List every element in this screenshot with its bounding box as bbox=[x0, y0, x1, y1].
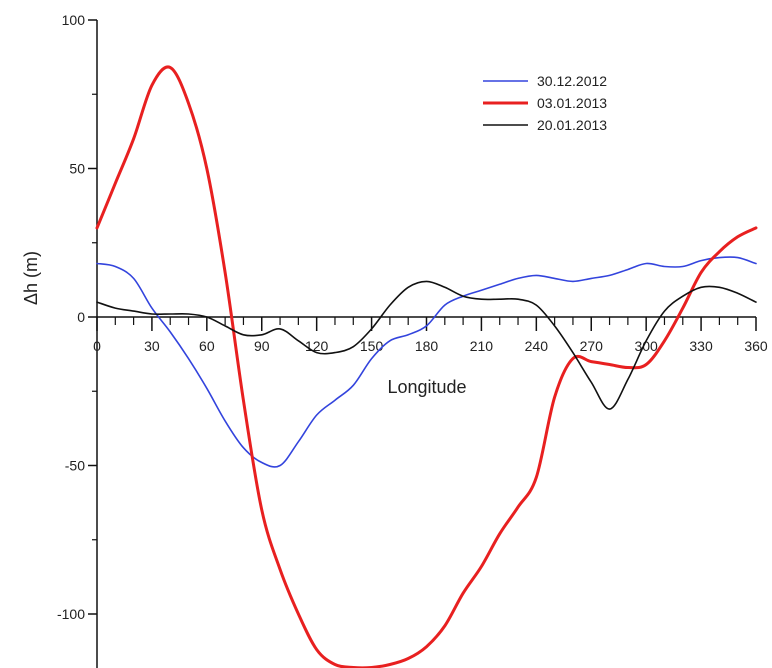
series-layer bbox=[95, 65, 758, 668]
x-tick-label: 270 bbox=[580, 338, 604, 354]
x-tick-label: 120 bbox=[305, 338, 329, 354]
x-tick-label: 360 bbox=[744, 338, 768, 354]
x-tick-label: 240 bbox=[525, 338, 549, 354]
legend-label-2: 03.01.2013 bbox=[537, 95, 607, 111]
x-tick-label: 30 bbox=[144, 338, 160, 354]
series-line-2 bbox=[95, 65, 758, 668]
legend: 30.12.2012 03.01.2013 20.01.2013 bbox=[483, 73, 607, 133]
y-tick-label: -100 bbox=[57, 606, 85, 622]
x-tick-label: 300 bbox=[634, 338, 658, 354]
series-line-3 bbox=[96, 280, 757, 410]
legend-label-1: 30.12.2012 bbox=[537, 73, 607, 89]
y-axis: 100 50 0 -50 -100 bbox=[57, 12, 98, 668]
x-tick-label: 180 bbox=[415, 338, 439, 354]
y-tick-label: 50 bbox=[69, 161, 85, 177]
x-tick-label: 150 bbox=[360, 338, 384, 354]
x-tick-label: 210 bbox=[470, 338, 494, 354]
x-tick-label: 90 bbox=[254, 338, 270, 354]
x-tick-label: 330 bbox=[689, 338, 713, 354]
y-axis-title: Δh (m) bbox=[21, 251, 41, 305]
legend-label-3: 20.01.2013 bbox=[537, 117, 607, 133]
series-line-1 bbox=[96, 256, 757, 468]
x-ticks: 0 30 60 90 120 150 180 210 240 270 300 330 360 bbox=[93, 317, 768, 354]
x-tick-label: 0 bbox=[93, 338, 101, 354]
y-ticks: 100 50 0 -50 -100 bbox=[57, 12, 97, 622]
y-tick-label: -50 bbox=[65, 458, 85, 474]
y-tick-label: 0 bbox=[77, 309, 85, 325]
x-tick-label: 60 bbox=[199, 338, 215, 354]
y-tick-label: 100 bbox=[62, 12, 86, 28]
x-axis-title: Longitude bbox=[387, 377, 466, 397]
